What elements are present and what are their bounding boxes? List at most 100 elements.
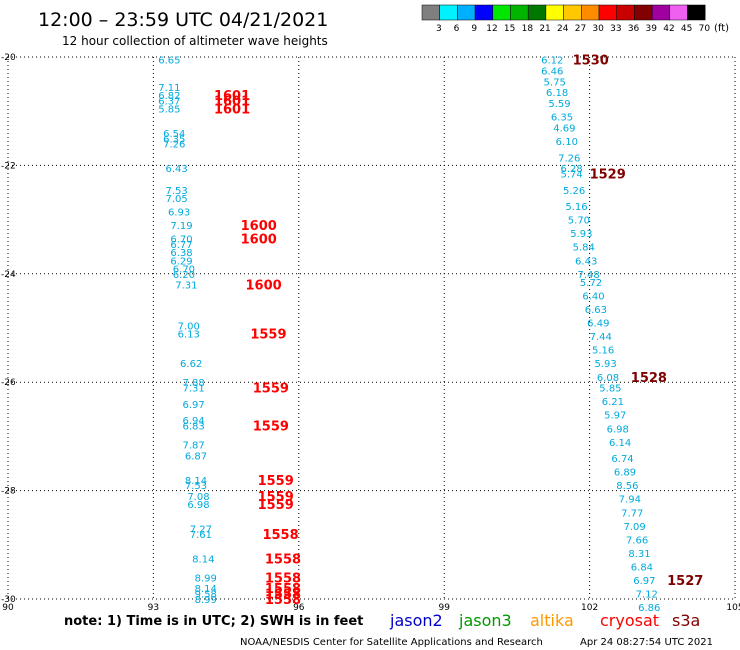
swh-value-label: 6.35 (551, 113, 573, 124)
swh-value-label: 6.29 (170, 256, 192, 267)
swh-value-label: 7.26 (163, 140, 185, 151)
chart-title: 12:00 – 23:59 UTC 04/21/2021 (38, 9, 328, 31)
swh-value-label: 7.00 (178, 321, 200, 332)
swh-value-label: 6.18 (546, 88, 568, 99)
swh-value-label: 5.26 (563, 186, 585, 197)
colorbar-swatch (527, 4, 547, 21)
swh-value-label: 5.85 (158, 104, 180, 115)
swh-value-label: 6.49 (587, 319, 609, 330)
legend-entry: cryosat (600, 611, 659, 630)
swh-value-label: 6.97 (182, 400, 204, 411)
colorbar-swatch (598, 4, 617, 21)
swh-value-label: 6.93 (168, 207, 190, 218)
swh-value-label: 6.98 (187, 500, 209, 511)
colorbar-tick-label: 39 (646, 24, 658, 34)
swh-value-label: 6.74 (611, 454, 633, 465)
x-tick-label: 102 (581, 603, 598, 613)
colorbar-swatch (439, 4, 458, 21)
swh-value-label: 7.53 (185, 481, 207, 492)
swh-value-label: 6.46 (541, 67, 563, 78)
swh-value-label: 6.84 (631, 562, 653, 573)
swh-value-label: 6.98 (607, 424, 629, 435)
pass-time-labels: 1601160116011600160016001559155915591559… (214, 54, 703, 608)
pass-time-label: 1601 (214, 102, 250, 117)
swh-value-label: 8.99 (195, 595, 217, 606)
swh-value-label: 6.43 (166, 164, 188, 175)
swh-value-label: 6.28 (561, 164, 583, 175)
swh-value-label: 7.61 (190, 530, 212, 541)
swh-value-label: 6.83 (182, 422, 204, 433)
y-tick-label: -24 (1, 270, 16, 280)
swh-value-label: 8.31 (628, 549, 650, 560)
swh-value-label: 8.14 (192, 554, 214, 565)
footer-timestamp: Apr 24 08:27:54 UTC 2021 (580, 637, 713, 648)
legend-entry: s3a (672, 611, 700, 630)
swh-value-label: 6.38 (170, 248, 192, 259)
swh-value-label: 7.88 (182, 378, 204, 389)
pass-time-label: 1559 (258, 474, 294, 489)
colorbar-swatch (634, 4, 653, 21)
swh-value-label: 5.72 (580, 278, 602, 289)
pass-time-label: 1558 (265, 552, 301, 567)
colorbar-tick-label: 30 (592, 24, 604, 34)
swh-value-label: 5.59 (548, 99, 570, 110)
swh-value-label: 7.27 (190, 525, 212, 536)
legend-entry: altika (530, 611, 574, 630)
legend-entry: jason2 (389, 611, 443, 630)
pass-time-label: 1559 (258, 490, 294, 505)
swh-value-label: 7.09 (624, 522, 646, 533)
swh-value-label: 7.31 (175, 281, 197, 292)
swh-value-label: 6.62 (180, 359, 202, 370)
colorbar-tick-label: 18 (522, 24, 534, 34)
swh-value-label: 4.69 (553, 123, 575, 134)
colorbar-tick-label: 42 (663, 24, 674, 34)
pass-time-label: 1558 (265, 571, 301, 586)
pass-time-label: 1558 (262, 528, 298, 543)
colorbar-unit: (ft) (714, 23, 729, 34)
swh-value-label: 8.14 (195, 584, 217, 595)
swh-value-label: 6.63 (585, 305, 607, 316)
swh-value-label: 6.94 (182, 416, 204, 427)
swh-value-label: 7.12 (636, 590, 658, 601)
colorbar-tick-label: 27 (575, 24, 586, 34)
y-tick-label: -26 (1, 378, 16, 388)
wave-height-labels: 6.657.116.826.375.856.546.357.266.437.53… (158, 56, 660, 614)
pass-time-label: 1558 (265, 588, 301, 603)
x-tick-label: 105 (726, 603, 740, 613)
colorbar-tick-label: 15 (504, 24, 515, 34)
swh-value-label: 5.74 (561, 170, 583, 181)
pass-time-label: 1559 (258, 498, 294, 513)
colorbar-tick-label: 36 (628, 24, 640, 34)
x-tick-label: 90 (2, 603, 14, 613)
swh-value-label: 9.58 (195, 590, 217, 601)
swh-value-label: 6.14 (609, 438, 631, 449)
swh-value-label: 5.93 (570, 229, 592, 240)
colorbar-tick-label: 33 (610, 24, 621, 34)
swh-value-label: 8.14 (185, 476, 207, 487)
y-tick-label: -22 (1, 161, 16, 171)
colorbar-swatch (669, 4, 688, 21)
swh-value-label: 6.43 (575, 256, 597, 267)
swh-value-label: 5.93 (594, 359, 616, 370)
pass-time-label: 1529 (590, 168, 626, 183)
y-tick-label: -30 (1, 595, 16, 605)
swh-value-label: 7.31 (182, 384, 204, 395)
pass-time-label: 1559 (253, 382, 289, 397)
swh-value-label: 6.70 (170, 235, 192, 246)
swh-value-label: 7.05 (166, 194, 188, 205)
swh-value-label: 6.97 (633, 576, 655, 587)
swh-value-label: 6.12 (541, 56, 563, 67)
x-tick-label: 99 (438, 603, 450, 613)
swh-value-label: 7.08 (187, 492, 209, 503)
legend-entry: jason3 (458, 611, 512, 630)
swh-value-label: 6.20 (173, 270, 195, 281)
pass-time-label: 1601 (214, 89, 250, 104)
footer-credit: NOAA/NESDIS Center for Satellite Applica… (240, 637, 543, 648)
swh-value-label: 6.10 (556, 137, 578, 148)
chart-subtitle: 12 hour collection of altimeter wave hei… (62, 34, 328, 48)
colorbar-swatch (651, 4, 671, 21)
swh-value-label: 6.37 (158, 96, 180, 107)
swh-value-label: 5.75 (544, 77, 566, 88)
swh-value-label: 6.87 (185, 451, 207, 462)
